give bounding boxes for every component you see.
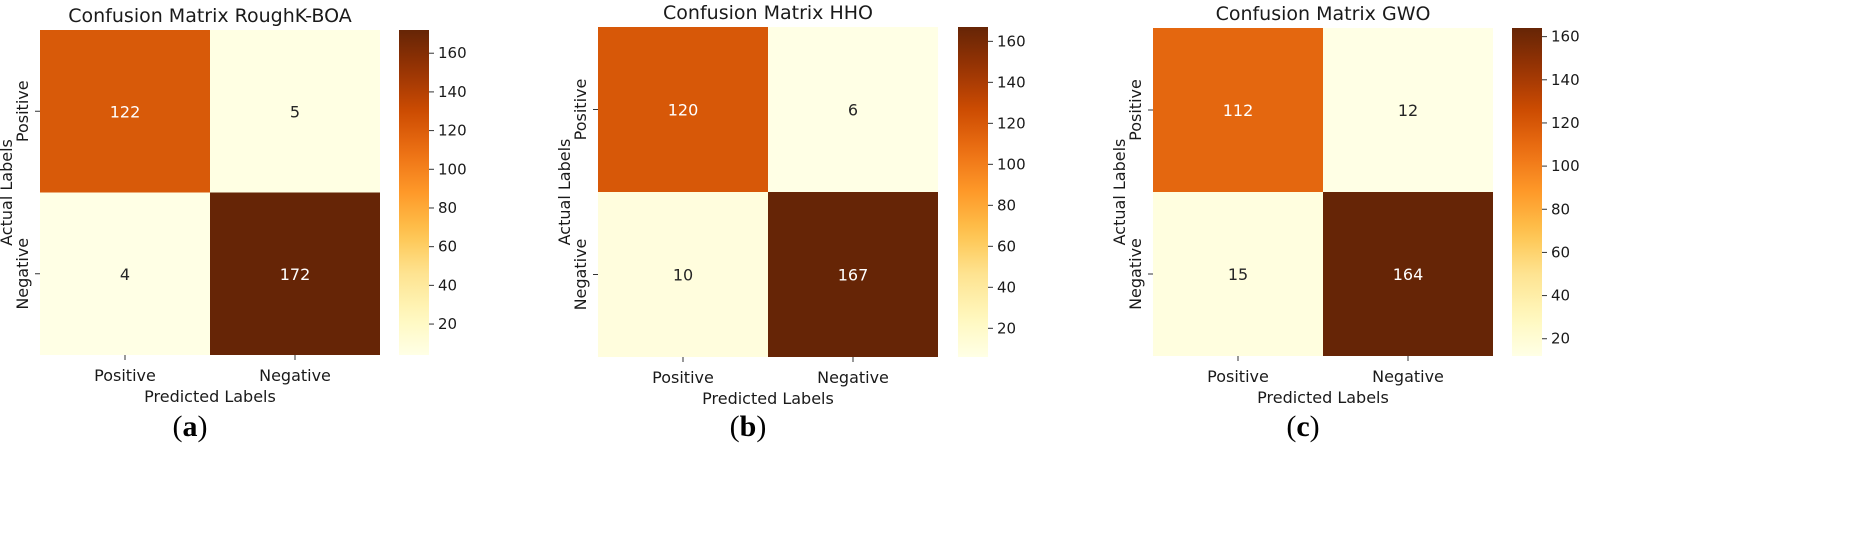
heatmap-cell-r0-c0 bbox=[1153, 28, 1323, 192]
panel-label-close: ) bbox=[198, 410, 208, 443]
cell-value-label: 12 bbox=[1398, 101, 1418, 120]
colorbar-tick-label: 40 bbox=[997, 278, 1016, 296]
heatmap-panel-0: Confusion Matrix RoughK-BOA 122 5 4 172 Posit… bbox=[0, 5, 467, 443]
colorbar-tick-label: 120 bbox=[438, 122, 467, 140]
panel-label-letter: a bbox=[183, 410, 198, 443]
colorbar-tick-label: 100 bbox=[438, 160, 467, 178]
cell-value-label: 172 bbox=[280, 265, 311, 284]
chart-title: Confusion Matrix GWO bbox=[1216, 3, 1431, 25]
y-tick-label: Positive bbox=[13, 80, 32, 142]
heatmap-panel-2: Confusion Matrix GWO 112 12 15 164 Positive Ne… bbox=[1110, 3, 1580, 443]
colorbar-tick-label: 160 bbox=[1551, 28, 1580, 46]
heatmap-cell-r0-c1 bbox=[1323, 28, 1493, 192]
x-tick-label: Positive bbox=[94, 366, 156, 385]
colorbar-tick-label: 140 bbox=[997, 73, 1026, 91]
y-tick-label: Positive bbox=[571, 79, 590, 141]
panel-label-close: ) bbox=[756, 410, 766, 443]
colorbar-tick-label: 140 bbox=[438, 83, 467, 101]
heatmap-cell-r0-c1 bbox=[768, 27, 938, 192]
colorbar-tick-label: 20 bbox=[1551, 330, 1570, 348]
y-axis-label: Actual Labels bbox=[0, 139, 16, 246]
y-tick-label: Negative bbox=[13, 238, 32, 310]
x-axis-label: Predicted Labels bbox=[702, 389, 834, 408]
x-axis-label: Predicted Labels bbox=[144, 387, 276, 406]
cell-value-label: 10 bbox=[673, 266, 693, 285]
colorbar-tick-label: 60 bbox=[997, 237, 1016, 255]
x-tick-label: Negative bbox=[817, 368, 889, 387]
chart-title: Confusion Matrix RoughK-BOA bbox=[68, 5, 352, 27]
panel-label: (a) bbox=[173, 410, 208, 443]
cell-value-label: 112 bbox=[1223, 101, 1254, 120]
panel-label-letter: c bbox=[1296, 410, 1309, 443]
heatmap-cell-r1-c0 bbox=[1153, 192, 1323, 356]
colorbar bbox=[399, 30, 429, 355]
colorbar-tick-label: 60 bbox=[1551, 243, 1570, 261]
heatmap-cell-r1-c0 bbox=[598, 192, 768, 357]
colorbar-tick-label: 100 bbox=[997, 155, 1026, 173]
y-tick-label: Negative bbox=[571, 239, 590, 311]
cell-value-label: 120 bbox=[668, 101, 699, 120]
x-tick-label: Negative bbox=[259, 366, 331, 385]
colorbar-tick-label: 40 bbox=[1551, 287, 1570, 305]
cell-value-label: 167 bbox=[838, 266, 869, 285]
heatmap-cell-r1-c1 bbox=[768, 192, 938, 357]
colorbar-tick-label: 20 bbox=[997, 319, 1016, 337]
panel-label-letter: b bbox=[740, 410, 757, 443]
y-tick-label: Negative bbox=[1126, 238, 1145, 310]
colorbar-tick-label: 100 bbox=[1551, 157, 1580, 175]
x-tick-label: Positive bbox=[1207, 367, 1269, 386]
cell-value-label: 5 bbox=[290, 102, 300, 121]
heatmap-cell-r0-c0 bbox=[598, 27, 768, 192]
heatmap-cell-r1-c0 bbox=[40, 192, 210, 355]
colorbar-tick-label: 160 bbox=[997, 32, 1026, 50]
panel-label-close: ) bbox=[1310, 410, 1320, 443]
cell-value-label: 164 bbox=[1393, 265, 1424, 284]
x-axis-label: Predicted Labels bbox=[1257, 388, 1389, 407]
colorbar bbox=[1512, 28, 1542, 356]
cell-value-label: 122 bbox=[110, 102, 141, 121]
colorbar-tick-label: 120 bbox=[997, 114, 1026, 132]
cell-value-label: 4 bbox=[120, 265, 130, 284]
x-tick-label: Negative bbox=[1372, 367, 1444, 386]
panel-label-open: ( bbox=[173, 410, 183, 443]
colorbar-tick-label: 160 bbox=[438, 44, 467, 62]
x-tick-label: Positive bbox=[652, 368, 714, 387]
colorbar-tick-label: 80 bbox=[438, 199, 457, 217]
heatmap-cell-r0-c1 bbox=[210, 30, 380, 193]
y-axis-label: Actual Labels bbox=[555, 139, 574, 246]
y-axis-label: Actual Labels bbox=[1110, 139, 1129, 246]
colorbar-tick-label: 120 bbox=[1551, 114, 1580, 132]
heatmap-cell-r0-c0 bbox=[40, 30, 210, 193]
cell-value-label: 6 bbox=[848, 101, 858, 120]
y-tick-label: Positive bbox=[1126, 79, 1145, 141]
heatmap-cell-r1-c1 bbox=[1323, 192, 1493, 356]
colorbar bbox=[958, 27, 988, 357]
panel-label: (c) bbox=[1286, 410, 1319, 443]
colorbar-tick-label: 20 bbox=[438, 315, 457, 333]
colorbar-tick-label: 40 bbox=[438, 276, 457, 294]
panel-label-open: ( bbox=[730, 410, 740, 443]
colorbar-tick-label: 140 bbox=[1551, 71, 1580, 89]
colorbar-tick-label: 80 bbox=[1551, 200, 1570, 218]
colorbar-tick-label: 60 bbox=[438, 238, 457, 256]
heatmap-cell-r1-c1 bbox=[210, 192, 380, 355]
cell-value-label: 15 bbox=[1228, 265, 1248, 284]
colorbar-tick-label: 80 bbox=[997, 196, 1016, 214]
panel-label: (b) bbox=[730, 410, 767, 443]
heatmap-panel-1: Confusion Matrix HHO 120 6 10 167 Positive Neg… bbox=[555, 2, 1026, 443]
chart-title: Confusion Matrix HHO bbox=[663, 2, 873, 24]
panel-label-open: ( bbox=[1286, 410, 1296, 443]
